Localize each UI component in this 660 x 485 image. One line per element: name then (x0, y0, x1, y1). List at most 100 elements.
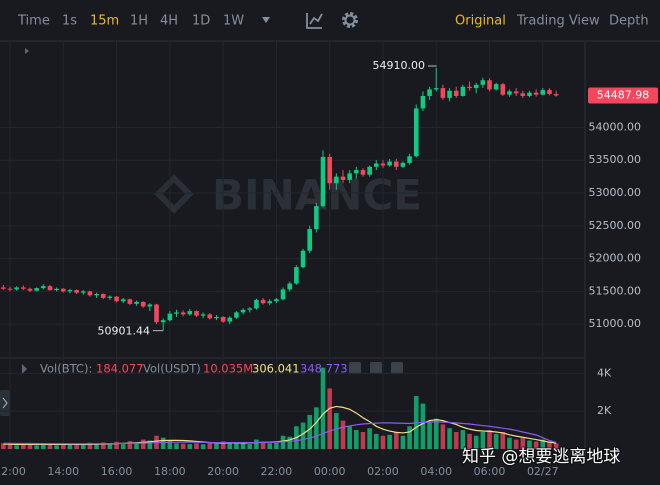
side-toggle[interactable] (0, 390, 10, 416)
view-tab[interactable]: Original (455, 14, 506, 29)
side-toggle-arrow (2, 397, 8, 409)
volume-bar (540, 439, 546, 449)
volume-bar (174, 443, 179, 449)
candle-body (54, 288, 59, 291)
candle-body (460, 86, 466, 96)
volume-bar (467, 433, 472, 449)
volume-bar (393, 431, 399, 449)
interval-tab[interactable]: 1s (62, 14, 77, 29)
volume-collapse-icon[interactable] (22, 364, 27, 374)
x-tick-label: 02:00 (367, 465, 399, 478)
candle-body (47, 286, 53, 291)
x-tick-label: 04:00 (420, 465, 452, 478)
min-label: 50901.44 (98, 325, 151, 338)
volume-bar (500, 431, 506, 449)
candle-body (180, 312, 186, 315)
price-tag (588, 87, 658, 104)
x-tick-label: 20:00 (207, 465, 239, 478)
volume-bar (460, 430, 466, 449)
collapse-icon[interactable] (25, 48, 29, 54)
volume-tick-label: 4K (597, 366, 612, 379)
volume-legend-item: 306.041 (252, 362, 300, 376)
candle-body (533, 92, 539, 95)
candle-body (420, 95, 426, 109)
volume-bar (480, 431, 486, 449)
eye-icon[interactable] (349, 362, 361, 374)
candle-body (347, 173, 352, 180)
candle-body (480, 80, 486, 85)
volume-bar (427, 422, 432, 449)
gear-icon[interactable] (370, 362, 382, 374)
volume-bar (547, 441, 552, 449)
candle-body (407, 156, 412, 163)
volume-bar (553, 443, 559, 449)
volume-bar (307, 414, 312, 449)
volume-bar (21, 444, 26, 449)
volume-bar (107, 444, 113, 449)
candle-body (107, 296, 113, 298)
volume-bar (354, 430, 359, 449)
interval-tab[interactable]: 15m (90, 14, 119, 29)
volume-bar (100, 442, 106, 449)
interval-tab[interactable]: 1D (192, 14, 210, 29)
volume-legend-item: 10.035M (203, 362, 253, 376)
candle-body (334, 176, 339, 184)
close-icon[interactable] (391, 362, 403, 374)
volume-bar (34, 445, 39, 449)
interval-tab[interactable]: 1W (223, 14, 244, 29)
dropdown-icon[interactable] (262, 17, 270, 23)
candle-body (433, 88, 439, 90)
gear-teeth (342, 12, 358, 28)
x-tick-label: 16:00 (101, 465, 133, 478)
volume-bar (520, 437, 526, 449)
interval-tab[interactable]: Time (17, 14, 50, 29)
candle-body (100, 294, 106, 298)
volume-bar (327, 388, 332, 449)
volume-bar (440, 424, 446, 449)
candle-body (447, 90, 452, 98)
interval-tab[interactable]: 4H (160, 14, 178, 29)
candle-body (140, 301, 146, 307)
volume-bar (194, 443, 199, 449)
candle-body (367, 166, 372, 175)
volume-bar (367, 428, 372, 449)
candle-body (513, 91, 519, 94)
volume-bar (80, 445, 86, 449)
candle-body (287, 283, 293, 290)
volume-bar (74, 444, 79, 449)
candle-body (527, 92, 532, 96)
candle-body (200, 314, 206, 316)
y-tick-label: 51000.00 (589, 317, 642, 330)
settings-icon[interactable] (342, 12, 358, 28)
candle-body (540, 90, 546, 95)
volume-bar (14, 445, 19, 449)
volume-bar (300, 422, 306, 449)
indicator-icon[interactable] (306, 13, 323, 29)
candle-body (134, 301, 139, 304)
volume-bar (287, 436, 293, 449)
volume-bar (67, 444, 73, 449)
view-tab[interactable]: Trading View (516, 14, 600, 29)
candle-body (453, 90, 459, 96)
x-tick-label: 12:00 (0, 465, 26, 478)
volume-bar (134, 443, 139, 449)
volume-bar (380, 435, 386, 449)
volume-bar (220, 441, 226, 449)
volume-bar (340, 420, 346, 449)
candle-body (320, 156, 326, 207)
candle-body (300, 250, 306, 268)
interval-tab[interactable]: 1H (130, 14, 148, 29)
candle-body (280, 289, 286, 300)
candle-body (214, 316, 219, 319)
view-tab[interactable]: Depth (609, 14, 649, 29)
volume-bar (114, 441, 119, 449)
candle-body (360, 170, 366, 175)
candle-body (167, 313, 173, 321)
volume-bar (433, 418, 439, 449)
volume-bar (533, 441, 539, 449)
volume-bar (487, 430, 492, 449)
volume-bar (360, 431, 366, 449)
volume-bar (227, 442, 233, 449)
volume-legend-item: Vol(USDT) (143, 362, 201, 376)
volume-bar (160, 437, 166, 449)
